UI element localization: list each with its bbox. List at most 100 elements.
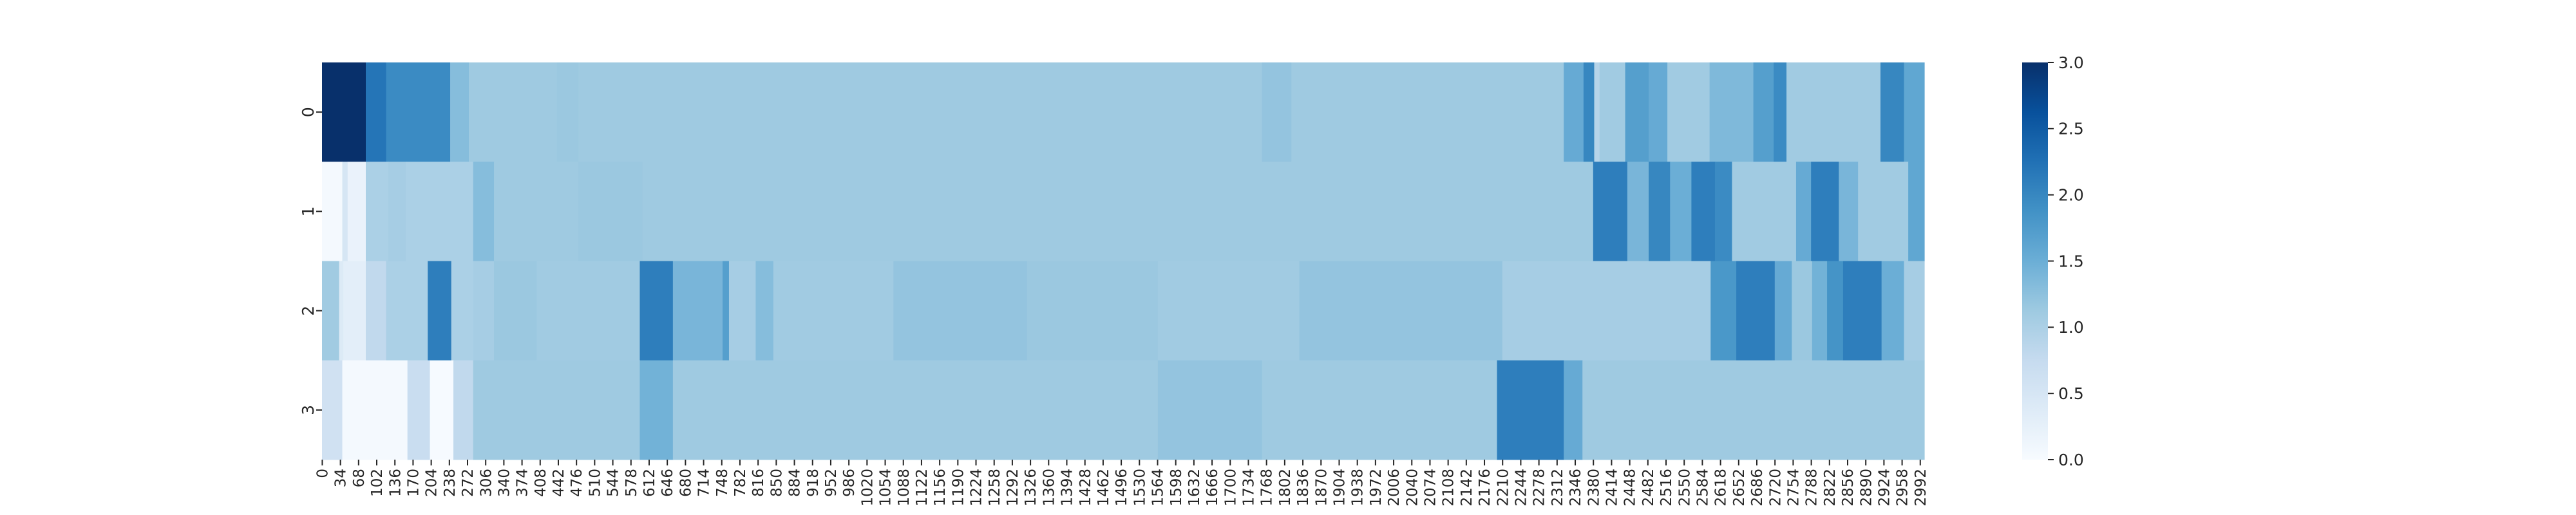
colorbar-tick-label: 2.0 <box>2058 185 2084 204</box>
x-tick-label: 782 <box>732 469 749 497</box>
heatmap-cell <box>450 62 469 162</box>
colorbar-tick-label: 3.0 <box>2058 53 2084 72</box>
heatmap-cell <box>494 162 579 261</box>
y-tick-label: 0 <box>299 107 317 117</box>
x-tick-label: 1122 <box>914 469 931 507</box>
x-tick-label: 952 <box>823 469 840 497</box>
heatmap-cell <box>1667 62 1710 162</box>
heatmap-cell <box>1262 62 1292 162</box>
heatmap-cell <box>407 360 431 460</box>
heatmap-cell <box>1904 62 1925 162</box>
heatmap-cell <box>556 62 579 162</box>
x-tick-label: 2618 <box>1713 469 1730 507</box>
heatmap-cell <box>366 261 387 361</box>
x-tick-label: 68 <box>351 469 368 487</box>
heatmap-cell <box>773 261 894 361</box>
x-tick-label: 680 <box>677 469 694 497</box>
x-tick-label: 918 <box>805 469 822 497</box>
heatmap-cell <box>1502 261 1711 361</box>
x-tick-label: 1666 <box>1204 469 1221 507</box>
x-tick-label: 1258 <box>987 469 1003 507</box>
colorbar-tick-label: 2.5 <box>2058 120 2084 138</box>
x-tick-label: 1598 <box>1168 469 1185 507</box>
heatmap-cell <box>322 62 366 162</box>
x-tick-label: 374 <box>515 469 531 497</box>
x-tick-label: 442 <box>551 469 567 497</box>
heatmap-cell <box>755 261 774 361</box>
heatmap-cell <box>322 360 343 460</box>
x-tick-label: 1836 <box>1295 469 1312 507</box>
heatmap-cell <box>342 360 408 460</box>
heatmap-cell <box>386 261 428 361</box>
x-tick-label: 2822 <box>1822 469 1839 507</box>
x-axis: 0 34 68 102 136 170 204 238 272 306 340 374 408 442 47… <box>314 460 1929 507</box>
x-tick-label: 2788 <box>1804 469 1821 507</box>
x-tick-label: 306 <box>478 469 495 497</box>
heatmap-cell <box>1649 162 1671 261</box>
x-tick-label: 2176 <box>1477 469 1493 507</box>
heatmap-cell <box>1792 261 1813 361</box>
x-tick-label: 578 <box>623 469 640 497</box>
x-tick-label: 136 <box>387 469 404 497</box>
x-tick-label: 1870 <box>1313 469 1330 507</box>
x-tick-label: 2924 <box>1876 469 1893 507</box>
x-tick-label: 204 <box>424 469 440 497</box>
heatmap-cell <box>386 62 451 162</box>
heatmap-cell <box>1594 62 1600 162</box>
heatmap-cell <box>430 360 454 460</box>
heatmap-cell <box>578 62 1263 162</box>
heatmap-cell <box>1753 62 1774 162</box>
x-tick-label: 2516 <box>1658 469 1675 507</box>
x-tick-label: 2890 <box>1858 469 1875 507</box>
heatmap-cell <box>1881 261 1905 361</box>
heatmap-cell <box>728 261 757 361</box>
x-tick-label: 1326 <box>1023 469 1039 507</box>
heatmap-cell <box>494 261 537 361</box>
heatmap-cell <box>1774 62 1787 162</box>
heatmap-cell <box>453 360 474 460</box>
x-tick-label: 2278 <box>1531 469 1548 507</box>
x-tick-label: 2040 <box>1404 469 1421 507</box>
heatmap-cell <box>469 62 558 162</box>
heatmap-cell <box>672 360 1159 460</box>
heatmap-cell <box>578 162 643 261</box>
colorbar-ticks: 0.0 0.5 1.0 1.5 2.0 2.5 3.0 <box>2048 53 2084 469</box>
x-tick-label: 1156 <box>932 469 949 507</box>
heatmap-cell <box>893 261 1028 361</box>
colorbar-gradient <box>2022 62 2048 460</box>
colorbar-tick-label: 1.5 <box>2058 252 2084 270</box>
x-tick-label: 1700 <box>1222 469 1239 507</box>
heatmap-cell <box>1157 360 1263 460</box>
heatmap-cell <box>1564 62 1584 162</box>
x-tick-label: 2448 <box>1622 469 1639 507</box>
x-tick-label: 1428 <box>1077 469 1094 507</box>
x-tick-label: 2414 <box>1604 469 1620 507</box>
x-tick-label: 2686 <box>1749 469 1766 507</box>
x-tick-label: 272 <box>460 469 477 497</box>
x-tick-label: 2992 <box>1913 469 1929 507</box>
x-tick-label: 1224 <box>969 469 985 507</box>
x-tick-label: 1496 <box>1113 469 1130 507</box>
x-tick-label: 2312 <box>1549 469 1566 507</box>
heatmap-cell <box>1812 261 1828 361</box>
x-tick-label: 34 <box>333 469 350 487</box>
x-tick-label: 1462 <box>1095 469 1112 507</box>
x-tick-label: 238 <box>442 469 459 497</box>
x-tick-label: 1632 <box>1186 469 1203 507</box>
y-tick-label: 1 <box>299 206 317 216</box>
heatmap-cell <box>451 261 474 361</box>
x-tick-label: 2584 <box>1694 469 1711 507</box>
heatmap-cell <box>1904 261 1925 361</box>
x-tick-label: 2482 <box>1640 469 1657 507</box>
x-tick-label: 2958 <box>1895 469 1911 507</box>
x-tick-label: 2244 <box>1513 469 1530 507</box>
heatmap-cell <box>473 261 495 361</box>
heatmap-cell <box>1625 62 1649 162</box>
heatmap-cell <box>339 261 344 361</box>
x-tick-label: 2346 <box>1567 469 1584 507</box>
x-tick-label: 0 <box>314 469 331 478</box>
heatmap-cell <box>1827 261 1844 361</box>
x-tick-label: 1360 <box>1041 469 1057 507</box>
heatmap-cell <box>1497 360 1564 460</box>
heatmap-cell <box>1880 62 1905 162</box>
